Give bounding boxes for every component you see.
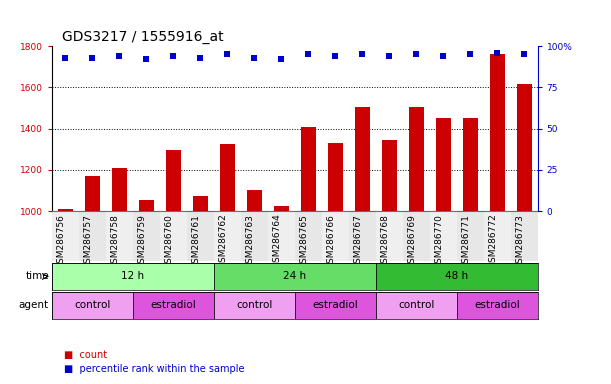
Text: agent: agent xyxy=(19,300,49,310)
Bar xyxy=(214,211,241,261)
Bar xyxy=(241,211,268,261)
Text: ■  count: ■ count xyxy=(64,350,108,360)
Bar xyxy=(52,263,214,290)
Bar xyxy=(484,211,511,261)
Bar xyxy=(349,211,376,261)
Text: GSM286770: GSM286770 xyxy=(434,214,443,268)
Bar xyxy=(247,190,262,211)
Bar xyxy=(376,292,456,319)
Bar xyxy=(220,144,235,211)
Text: time: time xyxy=(25,271,49,281)
Bar xyxy=(187,211,214,261)
Bar xyxy=(268,211,295,261)
Text: GSM286765: GSM286765 xyxy=(299,214,309,268)
Text: GSM286758: GSM286758 xyxy=(111,214,119,268)
Point xyxy=(60,55,70,61)
Bar xyxy=(58,209,73,211)
Point xyxy=(169,53,178,59)
Point xyxy=(304,51,313,58)
Point xyxy=(384,53,394,59)
Text: estradiol: estradiol xyxy=(312,300,358,310)
Text: GSM286762: GSM286762 xyxy=(218,214,227,268)
Text: GSM286767: GSM286767 xyxy=(353,214,362,268)
Bar xyxy=(517,84,532,211)
Bar xyxy=(403,211,430,261)
Bar xyxy=(382,140,397,211)
Text: ■  percentile rank within the sample: ■ percentile rank within the sample xyxy=(64,364,244,374)
Bar xyxy=(295,292,376,319)
Point xyxy=(492,50,502,56)
Text: 48 h: 48 h xyxy=(445,271,468,281)
Bar xyxy=(376,211,403,261)
Bar xyxy=(85,176,100,211)
Point xyxy=(331,53,340,59)
Bar xyxy=(79,211,106,261)
Bar xyxy=(112,168,127,211)
Bar xyxy=(52,211,79,261)
Bar xyxy=(295,211,322,261)
Point xyxy=(466,51,475,58)
Bar xyxy=(409,107,423,211)
Bar xyxy=(193,196,208,211)
Bar xyxy=(355,107,370,211)
Point xyxy=(276,56,286,62)
Bar xyxy=(160,211,187,261)
Bar xyxy=(301,127,316,211)
Bar xyxy=(214,263,376,290)
Bar xyxy=(490,55,505,211)
Bar xyxy=(436,118,451,211)
Text: GSM286773: GSM286773 xyxy=(515,214,524,268)
Text: control: control xyxy=(398,300,434,310)
Text: GSM286768: GSM286768 xyxy=(380,214,389,268)
Point xyxy=(519,51,529,58)
Bar xyxy=(430,211,456,261)
Text: GSM286761: GSM286761 xyxy=(191,214,200,268)
Bar xyxy=(511,211,538,261)
Text: GSM286756: GSM286756 xyxy=(56,214,65,268)
Text: GDS3217 / 1555916_at: GDS3217 / 1555916_at xyxy=(62,30,223,44)
Bar xyxy=(322,211,349,261)
Text: GSM286757: GSM286757 xyxy=(84,214,92,268)
Point xyxy=(438,53,448,59)
Bar xyxy=(133,292,214,319)
Bar xyxy=(139,200,154,211)
Text: GSM286760: GSM286760 xyxy=(164,214,174,268)
Bar xyxy=(214,292,295,319)
Text: estradiol: estradiol xyxy=(150,300,196,310)
Point xyxy=(196,55,205,61)
Bar xyxy=(456,211,484,261)
Bar xyxy=(463,118,478,211)
Point xyxy=(357,51,367,58)
Bar xyxy=(328,143,343,211)
Text: GSM286759: GSM286759 xyxy=(137,214,147,268)
Text: GSM286769: GSM286769 xyxy=(408,214,416,268)
Text: control: control xyxy=(74,300,111,310)
Bar xyxy=(52,292,133,319)
Text: GSM286766: GSM286766 xyxy=(326,214,335,268)
Text: GSM286764: GSM286764 xyxy=(273,214,281,268)
Point xyxy=(222,51,232,58)
Bar xyxy=(166,150,181,211)
Point xyxy=(114,53,124,59)
Bar xyxy=(376,263,538,290)
Bar xyxy=(106,211,133,261)
Bar xyxy=(274,206,289,211)
Bar xyxy=(133,211,160,261)
Text: control: control xyxy=(236,300,273,310)
Point xyxy=(411,51,421,58)
Point xyxy=(249,55,259,61)
Text: estradiol: estradiol xyxy=(474,300,520,310)
Text: 24 h: 24 h xyxy=(284,271,306,281)
Text: GSM286763: GSM286763 xyxy=(246,214,254,268)
Point xyxy=(142,56,152,62)
Text: GSM286772: GSM286772 xyxy=(488,214,497,268)
Point xyxy=(87,55,97,61)
Bar xyxy=(456,292,538,319)
Text: GSM286771: GSM286771 xyxy=(461,214,470,268)
Text: 12 h: 12 h xyxy=(122,271,144,281)
